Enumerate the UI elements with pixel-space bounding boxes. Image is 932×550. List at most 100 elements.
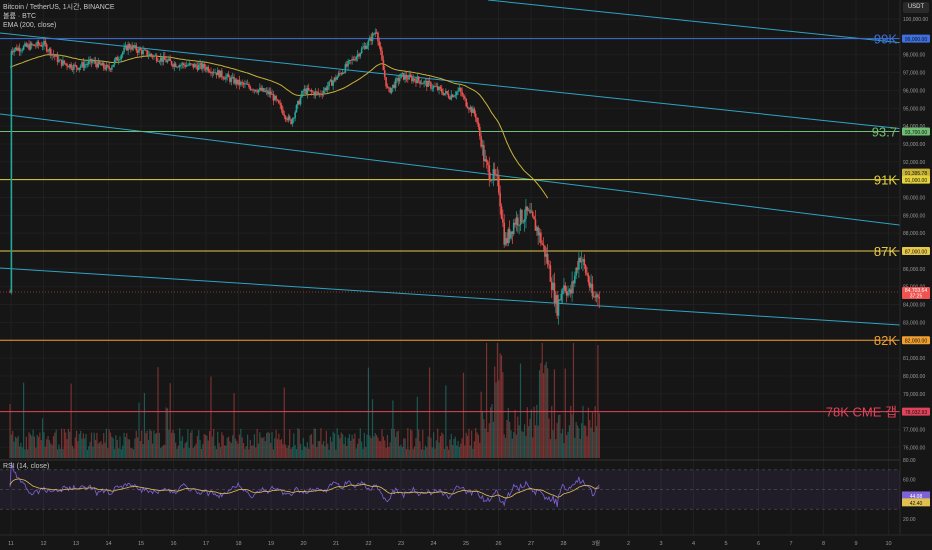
volume-bar bbox=[336, 428, 338, 458]
volume-bar bbox=[393, 428, 395, 458]
candle-body bbox=[11, 51, 14, 53]
candle-body bbox=[597, 294, 599, 298]
volume-bar bbox=[318, 440, 321, 458]
y-tick-label: 92,000.00 bbox=[903, 160, 925, 166]
volume-bar bbox=[598, 413, 600, 458]
candle-body bbox=[434, 85, 436, 87]
candle-body bbox=[419, 80, 421, 84]
volume-bar bbox=[560, 433, 562, 458]
candle-body bbox=[394, 79, 397, 88]
candle-body bbox=[458, 88, 461, 91]
currency-badge[interactable]: USDT bbox=[903, 2, 929, 13]
volume-bar bbox=[504, 438, 507, 458]
candle-body bbox=[598, 297, 601, 299]
volume-bar bbox=[146, 430, 148, 458]
volume-bar bbox=[71, 445, 74, 458]
candle-body bbox=[192, 63, 195, 68]
candle-body bbox=[568, 289, 571, 292]
volume-bar bbox=[47, 436, 49, 458]
volume-bar bbox=[380, 441, 382, 458]
candle-body bbox=[511, 231, 514, 234]
volume-bar bbox=[347, 438, 349, 458]
volume-bar bbox=[42, 418, 44, 458]
candle-body bbox=[48, 48, 51, 52]
candle-body bbox=[487, 161, 489, 166]
x-tick-label: 8 bbox=[822, 541, 825, 547]
x-tick-label: 10 bbox=[885, 541, 891, 547]
volume-bar bbox=[177, 445, 179, 458]
y-tick-label: 90,000.00 bbox=[903, 195, 925, 201]
volume-bar bbox=[462, 372, 465, 458]
volume-bar bbox=[415, 437, 417, 458]
volume-bar bbox=[51, 444, 53, 458]
candle-body bbox=[298, 100, 301, 105]
volume-bar bbox=[477, 434, 480, 458]
volume-bar bbox=[456, 445, 458, 458]
volume-bar bbox=[244, 448, 246, 458]
candle-body bbox=[477, 122, 480, 128]
candle-body bbox=[550, 281, 553, 290]
volume-bar bbox=[443, 448, 446, 458]
candle-body bbox=[363, 45, 366, 48]
volume-bar bbox=[517, 416, 519, 458]
volume-bar bbox=[143, 392, 146, 458]
candle-body bbox=[264, 91, 267, 92]
level-axis-tag-bg bbox=[902, 34, 930, 43]
candle-body bbox=[132, 45, 135, 48]
candle-body bbox=[313, 91, 315, 96]
volume-bar bbox=[272, 449, 275, 458]
volume-bar bbox=[498, 380, 500, 458]
volume-bar bbox=[228, 436, 230, 458]
candle-body bbox=[290, 119, 292, 124]
candle-body bbox=[542, 244, 545, 246]
candle-body bbox=[454, 95, 457, 96]
volume-bar bbox=[594, 406, 596, 458]
volume-bar bbox=[583, 425, 585, 458]
candle-body bbox=[279, 103, 281, 105]
volume-bar bbox=[423, 449, 425, 458]
volume-bar bbox=[301, 449, 303, 458]
volume-bar bbox=[464, 445, 466, 458]
volume-bar bbox=[298, 429, 300, 458]
rsi-ma-tag-bg bbox=[902, 498, 930, 507]
candle-body bbox=[548, 264, 550, 266]
rsi-legend: RSI (14, close) bbox=[3, 463, 50, 470]
candle-body bbox=[386, 86, 389, 88]
volume-bar bbox=[158, 432, 160, 458]
x-tick-label: 7 bbox=[789, 541, 792, 547]
candle-body bbox=[191, 63, 193, 65]
volume-bar bbox=[283, 387, 285, 458]
volume-bar bbox=[570, 405, 572, 458]
candle-body bbox=[273, 95, 276, 101]
level-label: 91K bbox=[874, 173, 897, 188]
volume-bar bbox=[593, 432, 595, 458]
candle-body bbox=[108, 66, 110, 69]
x-tick-label: 20 bbox=[300, 541, 306, 547]
volume-bar bbox=[109, 432, 112, 458]
volume-bar bbox=[384, 440, 386, 458]
candle-body bbox=[347, 61, 349, 67]
candle-body bbox=[590, 283, 592, 288]
volume-bar bbox=[344, 436, 346, 458]
candle-body bbox=[146, 50, 148, 56]
volume-bar bbox=[575, 422, 577, 458]
candle-body bbox=[344, 64, 347, 73]
level-label: 82K bbox=[874, 333, 897, 348]
volume-bar bbox=[399, 446, 401, 458]
candle-body bbox=[39, 44, 41, 46]
x-tick-label: 26 bbox=[495, 541, 501, 547]
volume-bar bbox=[513, 432, 515, 458]
volume-bar bbox=[147, 439, 150, 458]
candle-body bbox=[369, 37, 371, 41]
y-tick-label: 89,000.00 bbox=[903, 213, 925, 219]
candle-body bbox=[481, 145, 484, 147]
candle-body bbox=[77, 68, 79, 70]
candle-body bbox=[219, 70, 222, 78]
candle-body bbox=[470, 107, 473, 113]
level-axis-tag: 78,032.93 bbox=[902, 407, 930, 416]
candle-body bbox=[516, 217, 519, 226]
volume-bar bbox=[564, 368, 566, 458]
candle-body bbox=[70, 64, 72, 69]
volume-bar bbox=[553, 369, 556, 458]
